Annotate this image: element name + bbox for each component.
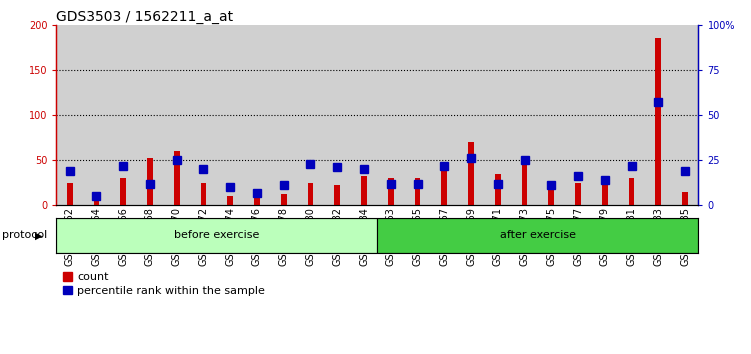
Bar [415, 178, 421, 205]
Bar [361, 176, 367, 205]
Bar [522, 160, 527, 205]
Bar [404, 25, 431, 205]
Bar [468, 142, 474, 205]
Bar [565, 25, 592, 205]
Bar [163, 25, 190, 205]
Bar [538, 25, 565, 205]
Bar [137, 25, 164, 205]
Bar [575, 183, 581, 205]
Text: GDS3503 / 1562211_a_at: GDS3503 / 1562211_a_at [56, 10, 234, 24]
Legend: count, percentile rank within the sample: count, percentile rank within the sample [62, 271, 267, 297]
FancyBboxPatch shape [378, 218, 698, 253]
Bar [94, 194, 99, 205]
Bar [110, 25, 137, 205]
Bar [431, 25, 457, 205]
Text: after exercise: after exercise [500, 230, 576, 240]
Bar [56, 25, 83, 205]
Bar [629, 178, 635, 205]
Bar [592, 25, 618, 205]
Bar [457, 25, 484, 205]
Bar [228, 196, 233, 205]
Bar [120, 178, 126, 205]
Bar [602, 180, 608, 205]
Bar [254, 196, 260, 205]
Bar [671, 25, 698, 205]
Bar [388, 178, 394, 205]
Bar [173, 151, 179, 205]
Bar [297, 25, 324, 205]
Bar [511, 25, 538, 205]
Bar [351, 25, 377, 205]
Bar [442, 169, 447, 205]
Bar [67, 183, 73, 205]
Bar [201, 183, 207, 205]
Text: ▶: ▶ [35, 230, 43, 240]
Bar [495, 174, 501, 205]
Bar [243, 25, 270, 205]
Bar [324, 25, 351, 205]
Bar [308, 183, 313, 205]
Bar [682, 192, 688, 205]
Bar [190, 25, 217, 205]
Bar [548, 183, 554, 205]
FancyBboxPatch shape [56, 218, 378, 253]
Bar [378, 25, 404, 205]
Bar [217, 25, 243, 205]
Bar [147, 158, 153, 205]
Bar [334, 185, 340, 205]
Bar [83, 25, 110, 205]
Text: before exercise: before exercise [174, 230, 260, 240]
Bar [270, 25, 297, 205]
Bar [656, 38, 661, 205]
Bar [484, 25, 511, 205]
Bar [645, 25, 671, 205]
Text: protocol: protocol [2, 230, 47, 240]
Bar [618, 25, 645, 205]
Bar [281, 194, 287, 205]
